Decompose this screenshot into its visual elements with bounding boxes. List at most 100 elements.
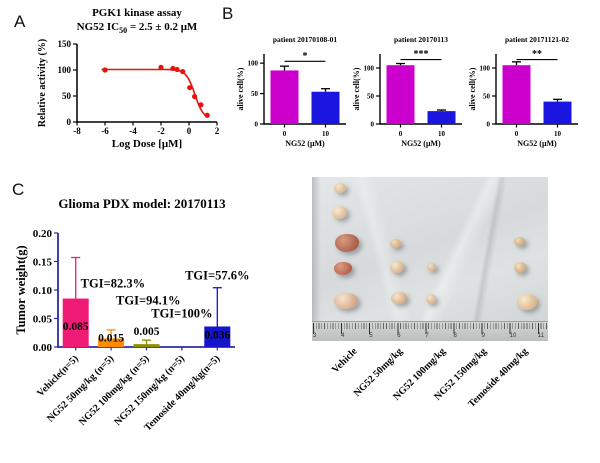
- value-label: 0.015: [98, 332, 124, 344]
- tumor-weight-chart: 0.000.050.100.150.20Vehicle(n=5)0.085NG5…: [14, 228, 250, 433]
- patient-bar-chart-1: 0 50 100 0 10 patient 20170108-01 NG52 (μM) ali…: [236, 35, 346, 148]
- y-tick-label: 0.15: [33, 256, 53, 268]
- x-axis-label: NG52 (μM): [401, 139, 441, 148]
- category-label: 10: [554, 130, 562, 138]
- tumor: [332, 206, 347, 219]
- tumor: [334, 262, 352, 275]
- data-point: [158, 64, 164, 70]
- y-tick-label: 0.10: [33, 285, 53, 297]
- x-axis-label: NG52 (μM): [285, 139, 325, 148]
- y-axis-label: Tumor weight(g): [14, 245, 28, 334]
- value-label: 0.085: [63, 321, 89, 333]
- data-point: [170, 65, 176, 72]
- ruler-number: 6: [397, 333, 401, 339]
- tumor: [390, 239, 401, 248]
- bar: [98, 338, 125, 347]
- category-label: NG52 150mg/kg (n=5): [112, 353, 187, 428]
- x-tick-label: -6: [101, 126, 109, 136]
- dose-response-chart: -8 -6 -4 -2 0 2 0 50 100 150 Relative activity (%)…: [37, 39, 220, 150]
- ruler-number: 3: [313, 333, 317, 339]
- panel-b-label: B: [222, 4, 234, 23]
- y-axis-label: Relative activity (%): [37, 39, 48, 127]
- category-label: 0: [399, 130, 403, 138]
- bar: [427, 111, 456, 124]
- value-label: 0.005: [134, 326, 160, 338]
- bar: [133, 344, 160, 347]
- y-tick-label: 100: [364, 65, 375, 73]
- panel-a-title: PGK1 kinase assay NG52 IC50 = 2.5 ± 0.2 …: [47, 7, 227, 36]
- tumor: [514, 262, 526, 273]
- bar: [270, 70, 299, 124]
- category-label: 0: [515, 130, 519, 138]
- y-tick-label: 0: [487, 121, 491, 129]
- x-tick-label: -2: [157, 126, 165, 136]
- y-tick-label: 0: [371, 121, 375, 129]
- y-tick-label: 100: [480, 65, 491, 73]
- tgi-annotation: TGI=82.3%: [81, 277, 145, 291]
- data-point: [192, 93, 198, 100]
- category-label: 10: [438, 130, 446, 138]
- x-tick-label: 0: [187, 126, 192, 136]
- tgi-annotation: TGI=94.1%: [116, 293, 180, 307]
- significance-stars: **: [532, 49, 542, 60]
- category-label: 10: [322, 130, 330, 138]
- tumor-photo: 3 4 5 6 7 8 9 10 11: [312, 177, 548, 341]
- ic50-prefix: NG52 IC: [76, 20, 120, 33]
- tumor: [391, 292, 407, 304]
- fit-curve: [101, 68, 208, 118]
- y-tick-label: 0: [67, 117, 72, 127]
- y-axis-label: alive cell(%): [352, 67, 361, 110]
- x-axis-label: NG52 (μM): [517, 139, 557, 148]
- y-axis-label: alive cell(%): [236, 67, 245, 110]
- value-label: 0.036: [204, 329, 230, 341]
- ruler-number: 9: [481, 333, 485, 339]
- ruler-number: 8: [453, 333, 457, 339]
- x-axis-label: Log Dose [μM]: [112, 138, 182, 150]
- category-label: 0: [283, 130, 287, 138]
- photo-group-label-vehicle: Vehicle: [330, 346, 360, 376]
- tumor: [514, 237, 525, 246]
- tumor: [427, 263, 436, 271]
- ruler: 3 4 5 6 7 8 9 10 11: [312, 321, 548, 341]
- pdx-chart-title: Glioma PDX model: 20170113: [58, 196, 226, 211]
- significance-stars: ***: [414, 49, 429, 60]
- tumor: [335, 234, 359, 252]
- category-label: NG52 100mg/kg (n=5): [77, 353, 152, 428]
- ruler-cm-ticks: [313, 323, 548, 334]
- panel-c-label: C: [12, 180, 25, 199]
- ic50-subscript: 50: [119, 25, 128, 35]
- data-point: [187, 85, 193, 91]
- y-axis-label: alive cell(%): [468, 67, 477, 110]
- tumor: [426, 294, 436, 304]
- bar: [386, 65, 415, 124]
- panel-a-label: A: [14, 12, 26, 31]
- x-tick-label: 2: [215, 126, 220, 136]
- x-tick-label: -8: [73, 126, 81, 136]
- data-point: [180, 68, 186, 75]
- chart-title: patient 20170108-01: [273, 35, 338, 44]
- chart-title: patient 20171121-02: [505, 35, 569, 44]
- significance-stars: *: [303, 51, 308, 62]
- tgi-annotation: TGI=57.6%: [185, 269, 249, 283]
- bar: [204, 326, 231, 347]
- y-tick-label: 0: [255, 121, 259, 129]
- kinase-assay-title: PGK1 kinase assay: [92, 7, 182, 19]
- ruler-number: 7: [425, 333, 429, 339]
- bar: [543, 101, 572, 124]
- patient-bar-chart-2: 0 50 100 0 10 patient 20170113 NG52 (μM) alive …: [352, 35, 462, 148]
- ruler-number: 10: [509, 333, 517, 339]
- data-point: [204, 112, 210, 118]
- y-tick-label: 150: [58, 39, 72, 49]
- ic50-suffix: = 2.5 ± 0.2 μM: [127, 20, 198, 33]
- bar: [311, 91, 340, 124]
- patient-bar-chart-3: 0 50 100 0 10 patient 20171121-02 NG52 (μM) ali…: [468, 35, 578, 148]
- tumor: [517, 294, 537, 310]
- y-tick-label: 50: [483, 93, 491, 101]
- bar: [502, 65, 531, 124]
- tumor: [334, 183, 346, 193]
- tgi-annotation: TGI=100%: [151, 306, 212, 320]
- ruler-number: 5: [369, 333, 373, 339]
- x-tick-label: -4: [129, 126, 137, 136]
- y-tick-label: 100: [58, 65, 72, 75]
